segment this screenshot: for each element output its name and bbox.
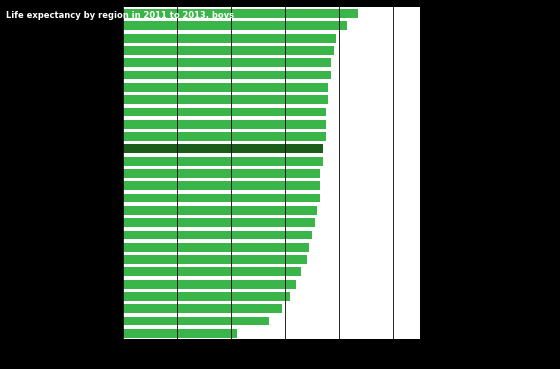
Bar [123, 21, 347, 30]
Text: Life expectancy by region in 2011 to 2013, boys: Life expectancy by region in 2011 to 201… [6, 11, 234, 20]
Bar [123, 120, 325, 129]
Bar [123, 46, 334, 55]
Bar [123, 329, 236, 338]
Bar [123, 243, 309, 252]
Bar [123, 107, 325, 116]
Bar [123, 144, 323, 153]
Bar [123, 9, 358, 18]
Bar [123, 181, 320, 190]
Bar [123, 292, 291, 301]
Bar [123, 255, 307, 264]
Bar [123, 194, 320, 203]
Bar [123, 157, 323, 166]
X-axis label: Age (years): Age (years) [244, 363, 300, 369]
Bar [123, 83, 328, 92]
Bar [123, 231, 312, 239]
Bar [123, 34, 337, 42]
Bar [123, 58, 331, 67]
Bar [123, 218, 315, 227]
Bar [123, 206, 318, 215]
Bar [123, 280, 296, 289]
Bar [123, 70, 331, 79]
Bar [123, 304, 282, 313]
Bar [123, 268, 301, 276]
Bar [123, 169, 320, 178]
Bar [123, 95, 328, 104]
Bar [123, 132, 325, 141]
Bar [123, 317, 269, 325]
